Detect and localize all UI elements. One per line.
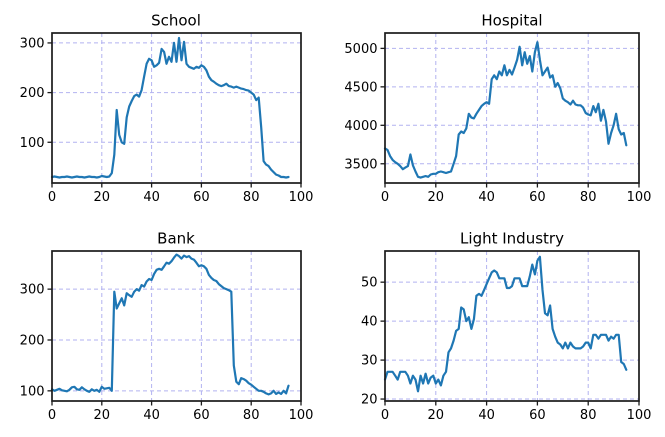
x-tick-label: 80 <box>243 190 260 205</box>
y-tick-label: 100 <box>20 136 45 151</box>
subplot-hospital-title: Hospital <box>481 12 542 30</box>
x-tick-label: 20 <box>94 408 111 423</box>
y-tick-label: 30 <box>361 354 378 369</box>
subplot-bank-title: Bank <box>157 230 195 248</box>
subplot-school-plot-area: 0 20 40 60 80 100 100 200 300 <box>20 32 314 205</box>
x-tick-label: 40 <box>143 190 160 205</box>
y-tick-label: 40 <box>361 315 378 330</box>
x-tick-label: 80 <box>580 190 597 205</box>
y-tick-label: 200 <box>20 86 45 101</box>
subplot-school: School 0 20 40 60 80 100 100 200 300 <box>20 12 314 206</box>
plot-border <box>384 250 640 402</box>
subplot-bank: Bank 0 20 40 60 80 100 100 200 300 <box>20 230 314 424</box>
y-tick-label: 100 <box>20 384 45 399</box>
y-tick-label: 3500 <box>344 157 377 172</box>
x-tick-label: 20 <box>428 408 445 423</box>
x-tick-label: 40 <box>143 408 160 423</box>
y-tick-label: 20 <box>361 393 378 408</box>
hospital-data-line <box>383 41 628 179</box>
x-tick-label: 20 <box>94 190 111 205</box>
x-tick-label: 80 <box>580 408 597 423</box>
x-tick-label: 100 <box>289 190 314 205</box>
x-tick-label: 100 <box>627 190 652 205</box>
y-tick-label: 4000 <box>344 119 377 134</box>
x-tick-label: 60 <box>193 190 210 205</box>
x-tick-label: 0 <box>48 190 56 205</box>
plot-border <box>51 32 302 184</box>
x-tick-label: 60 <box>193 408 210 423</box>
y-tick-label: 300 <box>20 283 45 298</box>
x-tick-label: 0 <box>381 190 389 205</box>
x-tick-label: 20 <box>428 190 445 205</box>
subplot-bank-plot-area: 0 20 40 60 80 100 100 200 300 <box>20 250 314 423</box>
y-tick-label: 50 <box>361 276 378 291</box>
subplot-hospital-plot-area: 0 20 40 60 80 100 3500 4000 4500 5000 <box>344 32 652 205</box>
subplot-school-title: School <box>151 12 201 30</box>
y-tick-label: 4500 <box>344 80 377 95</box>
x-tick-label: 80 <box>243 408 260 423</box>
x-tick-label: 60 <box>529 408 546 423</box>
school-data-line <box>50 36 290 179</box>
x-tick-label: 0 <box>48 408 56 423</box>
x-tick-label: 0 <box>381 408 389 423</box>
y-tick-label: 200 <box>20 333 45 348</box>
x-tick-label: 100 <box>289 408 314 423</box>
plot-border <box>384 32 640 184</box>
plot-border <box>51 250 302 402</box>
subplot-light-industry-title: Light Industry <box>460 230 564 248</box>
subplot-hospital: Hospital 0 20 40 60 80 100 3500 4000 4500 5000 <box>344 12 652 206</box>
x-tick-label: 100 <box>627 408 652 423</box>
x-tick-label: 40 <box>478 408 495 423</box>
x-tick-label: 60 <box>529 190 546 205</box>
light-industry-data-line <box>383 255 628 393</box>
y-tick-label: 5000 <box>344 42 377 57</box>
bank-data-line <box>50 253 290 396</box>
x-tick-label: 40 <box>478 190 495 205</box>
y-tick-label: 300 <box>20 36 45 51</box>
